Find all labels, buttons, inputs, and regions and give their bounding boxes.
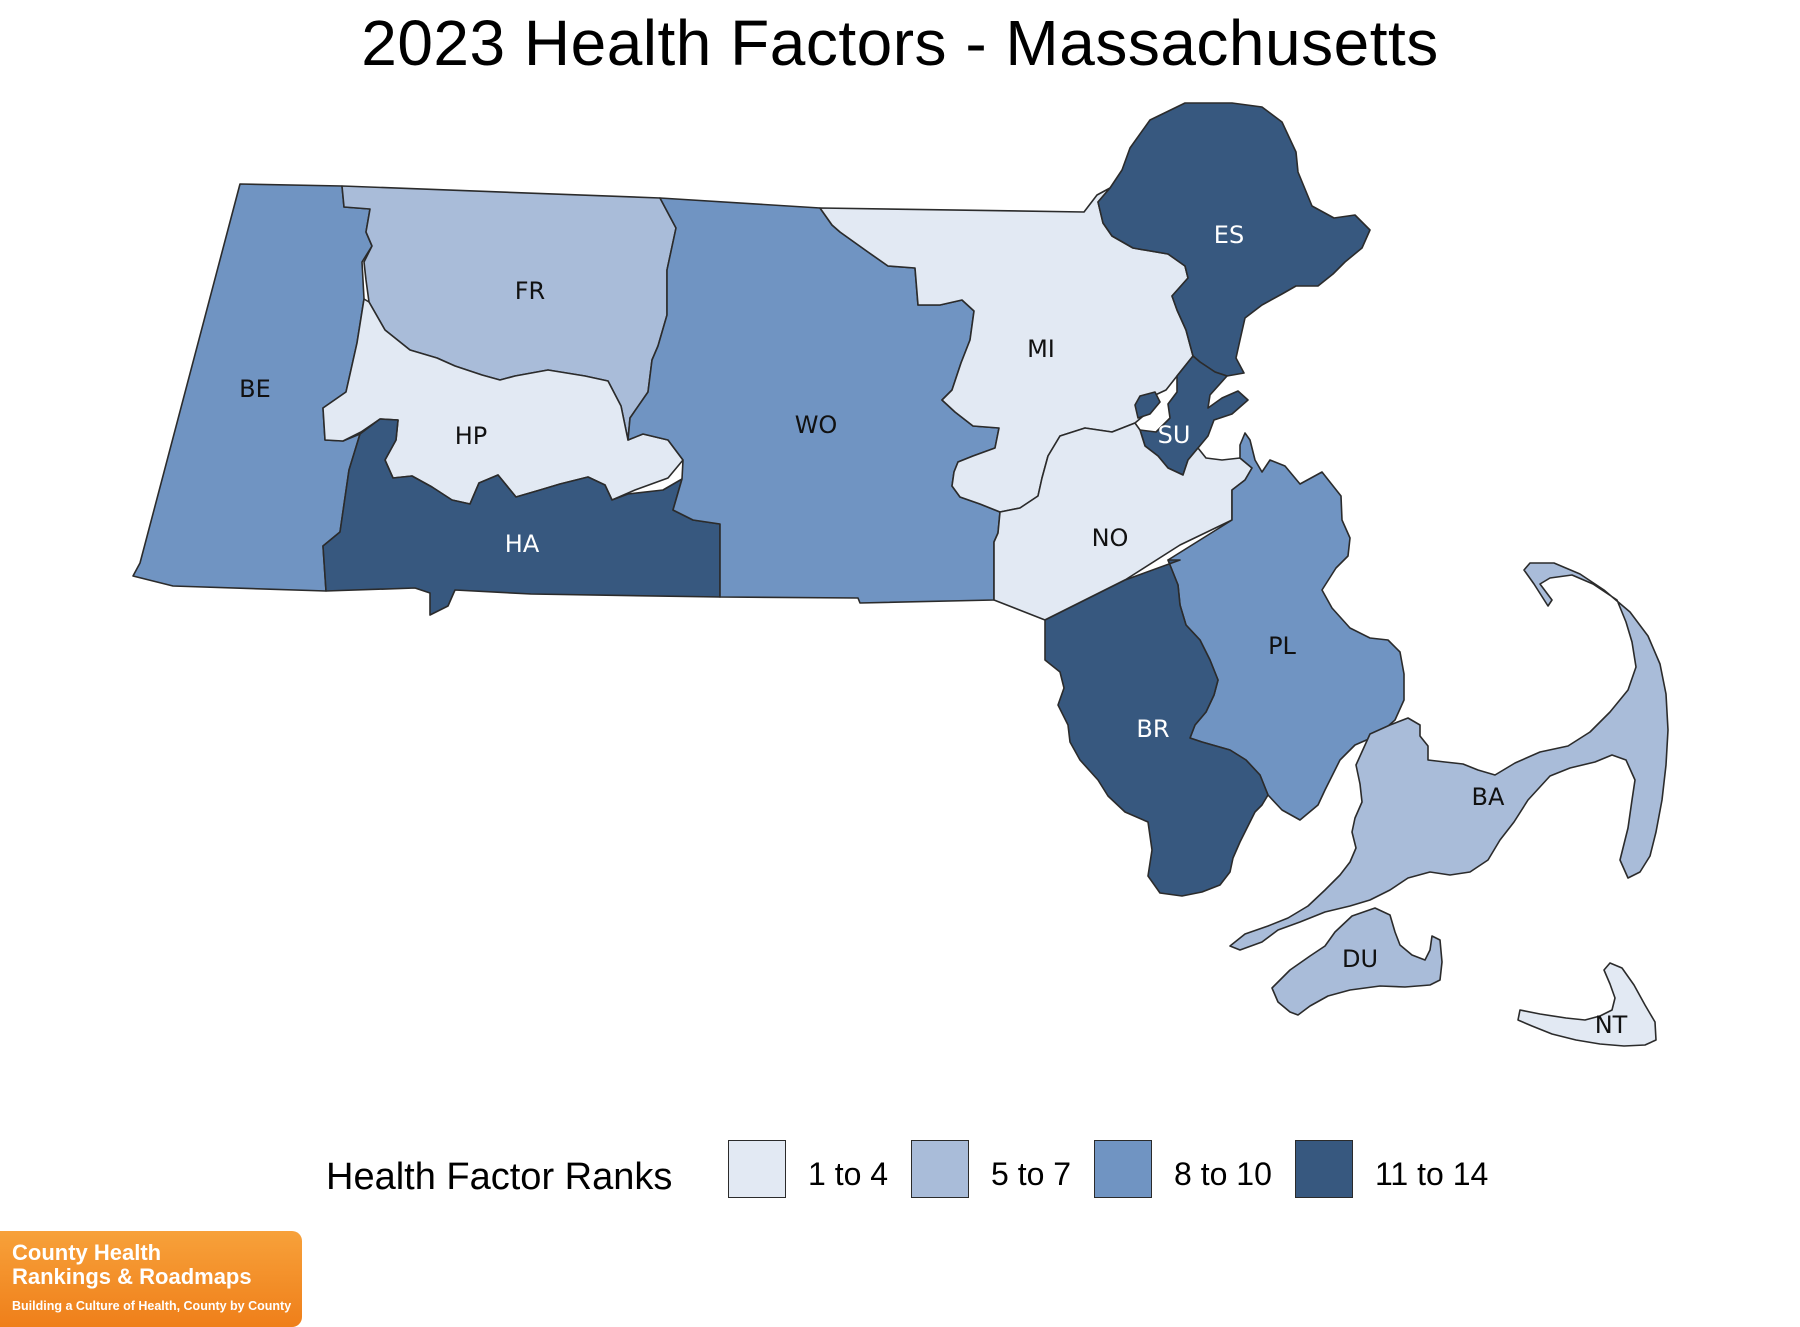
- legend-label: 11 to 14: [1375, 1156, 1489, 1192]
- county-no[interactable]: [993, 422, 1253, 621]
- county-label-mi: MI: [1027, 335, 1055, 363]
- county-du[interactable]: [1271, 907, 1443, 1016]
- county-label-fr: FR: [515, 277, 545, 305]
- legend-swatch: [911, 1140, 969, 1198]
- logo-line-1: County Health: [12, 1240, 162, 1265]
- legend-swatch: [728, 1140, 786, 1198]
- legend-swatch: [1094, 1140, 1152, 1198]
- county-label-pl: PL: [1268, 632, 1296, 660]
- county-br[interactable]: [1044, 559, 1269, 897]
- legend: Health Factor Ranks 1 to 4 5 to 7 8 to 1…: [0, 1140, 1800, 1210]
- logo-tagline: Building a Culture of Health, County by …: [12, 1299, 292, 1313]
- county-ha[interactable]: [322, 418, 721, 616]
- county-es[interactable]: [1097, 102, 1371, 377]
- legend-label: 5 to 7: [991, 1156, 1072, 1192]
- logo-line-2: Rankings & Roadmaps: [12, 1264, 252, 1289]
- county-label-ba: BA: [1472, 783, 1505, 811]
- county-label-hp: HP: [455, 422, 488, 450]
- county-nt[interactable]: [1517, 962, 1657, 1047]
- legend-title: Health Factor Ranks: [326, 1156, 673, 1198]
- county-label-su: SU: [1158, 421, 1191, 449]
- county-label-be: BE: [239, 375, 271, 403]
- county-label-es: ES: [1214, 221, 1244, 249]
- county-label-br: BR: [1136, 715, 1169, 743]
- map-title: 2023 Health Factors - Massachusetts: [361, 7, 1439, 79]
- county-health-rankings-logo: County Health Rankings & Roadmaps Buildi…: [0, 1231, 302, 1327]
- county-label-nt: NT: [1595, 1011, 1628, 1039]
- county-ba[interactable]: [1229, 562, 1669, 951]
- legend-swatch: [1295, 1140, 1353, 1198]
- county-label-wo: WO: [795, 411, 838, 439]
- county-su-island[interactable]: [1134, 391, 1161, 419]
- county-label-du: DU: [1342, 945, 1378, 973]
- legend-label: 1 to 4: [808, 1156, 889, 1192]
- legend-label: 8 to 10: [1174, 1156, 1272, 1192]
- county-label-no: NO: [1092, 524, 1129, 552]
- county-label-ha: HA: [505, 530, 540, 558]
